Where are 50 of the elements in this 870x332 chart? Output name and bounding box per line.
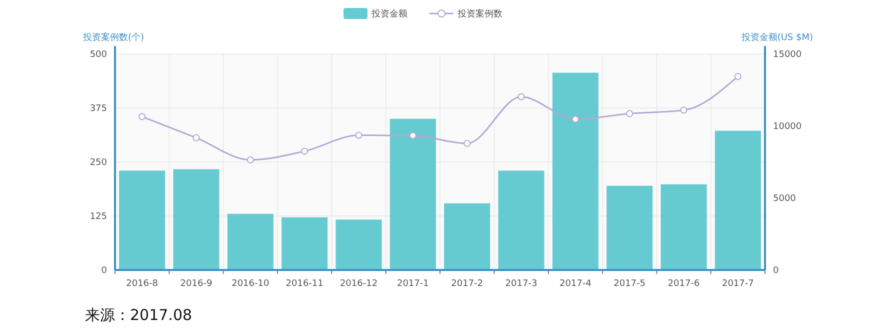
bar (660, 184, 707, 270)
bar (444, 203, 490, 270)
y-tick-label: 250 (90, 158, 108, 168)
bar (714, 130, 761, 270)
bar (606, 186, 653, 270)
bar (282, 217, 328, 270)
x-tick-label: 2017-3 (505, 279, 538, 289)
point (572, 116, 579, 123)
point (409, 132, 416, 140)
y-axis-title: 投资案例数(个) (82, 32, 144, 43)
y-tick-label: 500 (90, 50, 108, 60)
y2-tick-label: 10000 (773, 122, 802, 132)
y-tick-label: 125 (90, 212, 107, 222)
bar (119, 170, 166, 270)
y2-tick-label: 15000 (773, 50, 802, 60)
legend-label: 投资金额 (370, 8, 408, 20)
bar (227, 214, 274, 270)
bar (390, 118, 436, 270)
point (138, 113, 146, 120)
bar (173, 169, 220, 270)
x-tick-label: 2016-9 (180, 279, 212, 289)
x-tick-label: 2017-6 (668, 279, 700, 289)
x-tick-label: 2017-7 (722, 279, 754, 289)
x-tick-label: 2017-4 (559, 279, 592, 289)
point (301, 148, 308, 155)
source-note: 来源：2017.08 (85, 306, 192, 324)
bar (336, 220, 382, 270)
point (192, 134, 200, 142)
x-tick-label: 2017-2 (451, 279, 484, 289)
x-tick-label: 2017-1 (396, 279, 429, 289)
x-tick-label: 2016-12 (340, 279, 378, 289)
x-tick-label: 2017-5 (614, 279, 646, 289)
y-tick-label: 0 (101, 266, 108, 276)
x-tick-label: 2016-10 (232, 279, 270, 289)
y2-tick-label: 0 (773, 266, 779, 276)
y2-axis-title: 投资金额(US $M) (740, 32, 813, 43)
x-tick-label: 2016-8 (126, 279, 158, 289)
point (680, 106, 688, 114)
y-tick-label: 375 (90, 104, 107, 114)
y2-tick-label: 5000 (773, 194, 796, 204)
point (518, 93, 525, 100)
point (464, 140, 471, 147)
bar (498, 170, 544, 270)
point (626, 110, 634, 118)
legend-label: 投资案例数 (456, 8, 502, 20)
x-tick-label: 2016-11 (286, 279, 324, 289)
point (734, 72, 742, 80)
point (246, 156, 254, 164)
bar (552, 72, 598, 270)
point (355, 132, 362, 139)
